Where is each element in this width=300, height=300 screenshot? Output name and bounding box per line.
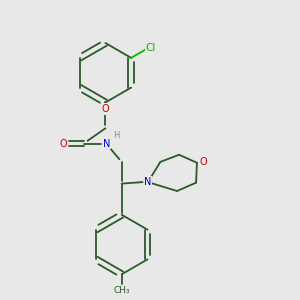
Text: O: O	[102, 104, 109, 114]
Text: Cl: Cl	[146, 43, 156, 53]
Text: N: N	[103, 139, 110, 149]
Text: O: O	[59, 139, 67, 149]
Text: H: H	[113, 131, 120, 140]
Text: N: N	[144, 177, 152, 187]
Text: O: O	[200, 157, 207, 166]
Text: CH₃: CH₃	[113, 286, 130, 296]
